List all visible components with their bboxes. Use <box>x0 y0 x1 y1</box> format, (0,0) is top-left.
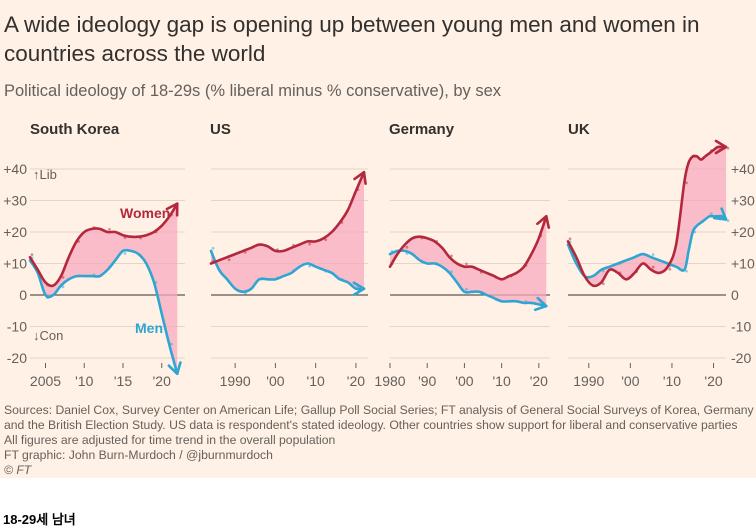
y-tick-label-right: +20 <box>731 224 755 240</box>
men-line <box>388 249 548 308</box>
y-tick-label-right: -10 <box>731 319 751 335</box>
lib-annotation: ↑Lib <box>33 167 57 182</box>
panel-title: UK <box>568 121 590 138</box>
data-point <box>108 228 111 231</box>
y-tick-label-left: -10 <box>7 319 27 335</box>
men-line <box>209 249 366 294</box>
x-tick-label: 2005 <box>30 373 61 389</box>
y-tick-label-left: +10 <box>3 256 27 272</box>
gap-area <box>30 203 178 374</box>
y-tick-label-left: +40 <box>3 161 27 177</box>
men-line <box>28 248 179 376</box>
y-tick-label-left: 0 <box>19 287 27 303</box>
data-point <box>450 270 453 274</box>
men-line <box>566 214 728 279</box>
x-tick-label: '90 <box>418 373 436 389</box>
data-point <box>709 212 713 216</box>
con-annotation: ↓Con <box>33 328 63 343</box>
panel-title: US <box>210 121 231 138</box>
x-tick-label: '15 <box>114 373 132 389</box>
data-point <box>61 285 65 289</box>
women-arrow <box>353 170 367 186</box>
data-point <box>685 181 688 185</box>
x-tick-label: '10 <box>493 373 511 389</box>
data-point <box>685 269 688 273</box>
x-tick-label: '10 <box>663 373 681 389</box>
data-point <box>726 146 730 150</box>
men-label: Men <box>135 320 163 336</box>
y-tick-label-right: +10 <box>731 256 755 272</box>
image-caption: 18-29세 남녀 <box>3 512 76 527</box>
x-tick-label: '10 <box>307 373 325 389</box>
data-point <box>123 252 127 255</box>
data-point <box>601 282 605 286</box>
x-tick-label: '20 <box>704 373 722 389</box>
sources-line: Sources: Daniel Cox, Survey Center on Am… <box>4 403 756 417</box>
men-arrow <box>533 296 548 312</box>
data-point <box>308 242 312 246</box>
data-point <box>61 276 65 279</box>
x-tick-label: 1990 <box>220 373 251 389</box>
men-arrow <box>352 281 366 296</box>
x-tick-label: '00 <box>266 373 284 389</box>
women-line <box>566 145 728 288</box>
chart-figure: A wide ideology gap is opening up betwee… <box>0 0 756 478</box>
chart-panels: +40 +40 +30 +30 +20 +20 +10 +10 0 0 -10 -10 -20 -20 So… <box>3 121 755 389</box>
credit-line: FT graphic: John Burn-Murdoch / @jburnmu… <box>4 448 273 462</box>
women-arrow <box>714 139 728 155</box>
gap-area <box>390 216 547 307</box>
x-tick-label: 1980 <box>374 373 405 389</box>
data-point <box>651 265 655 269</box>
chart-title: A wide ideology gap is opening up betwee… <box>4 12 700 66</box>
y-tick-label-right: 0 <box>731 287 739 303</box>
women-line <box>388 215 548 281</box>
data-point <box>170 342 173 346</box>
x-tick-label: '20 <box>347 373 365 389</box>
data-point <box>227 258 231 262</box>
women-line <box>28 202 179 288</box>
data-point <box>405 245 409 249</box>
women-line <box>209 170 366 265</box>
panel-title: Germany <box>389 121 455 138</box>
sources-line: All figures are adjusted for time trend … <box>4 433 336 447</box>
chart-subtitle: Political ideology of 18-29s (% liberal … <box>4 82 502 100</box>
y-tick-label-left: +30 <box>3 193 27 209</box>
x-tick-label: '20 <box>153 373 171 389</box>
data-point <box>450 254 453 258</box>
x-tick-label: '10 <box>75 373 93 389</box>
men-arrow <box>713 207 728 221</box>
panel-title: South Korea <box>30 121 120 138</box>
x-tick-label: '00 <box>455 373 473 389</box>
data-point <box>211 246 215 250</box>
y-tick-label-left: -20 <box>7 350 27 366</box>
data-point <box>465 262 468 266</box>
women-arrow <box>536 214 551 229</box>
women-label: Women <box>120 205 170 221</box>
sources-line: and the British Election Study. US data … <box>4 418 738 432</box>
copyright: © FT <box>4 463 32 477</box>
men-arrow <box>167 361 182 376</box>
x-tick-label: 1990 <box>573 373 604 389</box>
x-tick-label: '00 <box>621 373 639 389</box>
y-tick-label-right: +40 <box>731 161 755 177</box>
data-point <box>668 267 672 271</box>
y-tick-label-right: -20 <box>731 350 751 366</box>
data-point <box>30 253 34 256</box>
data-point <box>726 219 730 223</box>
y-tick-label-left: +20 <box>3 224 27 240</box>
x-tick-label: '20 <box>530 373 548 389</box>
data-point <box>568 237 572 241</box>
data-point <box>465 287 468 291</box>
sources-note: Sources: Daniel Cox, Survey Center on Am… <box>4 403 756 478</box>
gap-area <box>211 172 364 292</box>
y-tick-label-right: +30 <box>731 193 755 209</box>
data-point <box>651 253 655 256</box>
women-arrow <box>165 202 179 217</box>
